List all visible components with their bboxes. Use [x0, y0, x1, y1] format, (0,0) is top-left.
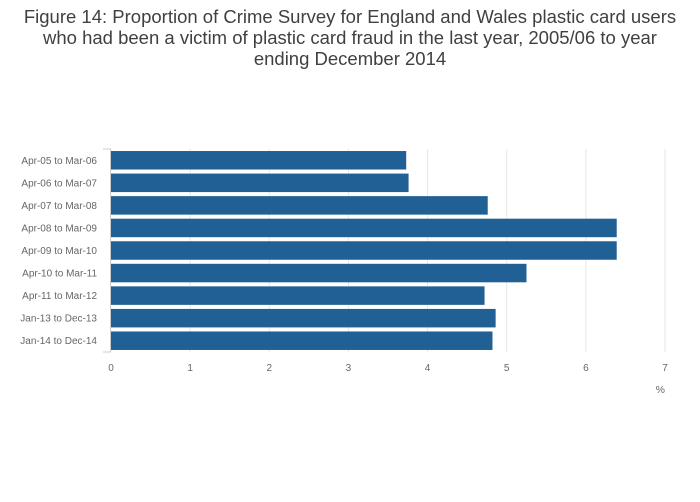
x-tick-label: 5 [504, 363, 510, 374]
category-label: Apr-09 to Mar-10 [21, 246, 97, 257]
bar [111, 151, 407, 170]
axes [103, 148, 111, 353]
category-label: Apr-06 to Mar-07 [21, 178, 97, 189]
bar [111, 218, 617, 238]
x-tick-label: 2 [267, 363, 273, 374]
category-label: Jan-14 to Dec-14 [20, 336, 97, 347]
x-axis-label: % [656, 384, 665, 396]
bar [111, 196, 488, 215]
x-tick-label: 7 [662, 363, 668, 374]
category-label: Apr-11 to Mar-12 [22, 291, 97, 302]
bar [111, 241, 617, 260]
x-tick-label: 1 [187, 363, 193, 374]
x-tick-label: 3 [346, 363, 352, 374]
x-tick-label: 0 [108, 363, 114, 374]
x-tick-label: 6 [583, 363, 589, 374]
labels: 0 1 2 3 4 5 6 7 Apr-05 to Mar-06 Apr-06 to Mar-07… [20, 156, 668, 396]
bar [111, 308, 496, 328]
category-label: Apr-08 to Mar-09 [21, 223, 97, 234]
bar [111, 173, 409, 193]
bar [111, 263, 527, 283]
category-label: Jan-13 to Dec-13 [20, 314, 97, 325]
category-label: Apr-10 to Mar-11 [22, 269, 97, 280]
bars [111, 151, 617, 350]
category-label: Apr-07 to Mar-08 [21, 201, 97, 212]
category-label: Apr-05 to Mar-06 [21, 156, 97, 167]
bar [111, 286, 485, 305]
chart-title: Figure 14: Proportion of Crime Survey fo… [23, 6, 677, 69]
x-tick-label: 4 [425, 363, 431, 374]
bar [111, 331, 493, 350]
